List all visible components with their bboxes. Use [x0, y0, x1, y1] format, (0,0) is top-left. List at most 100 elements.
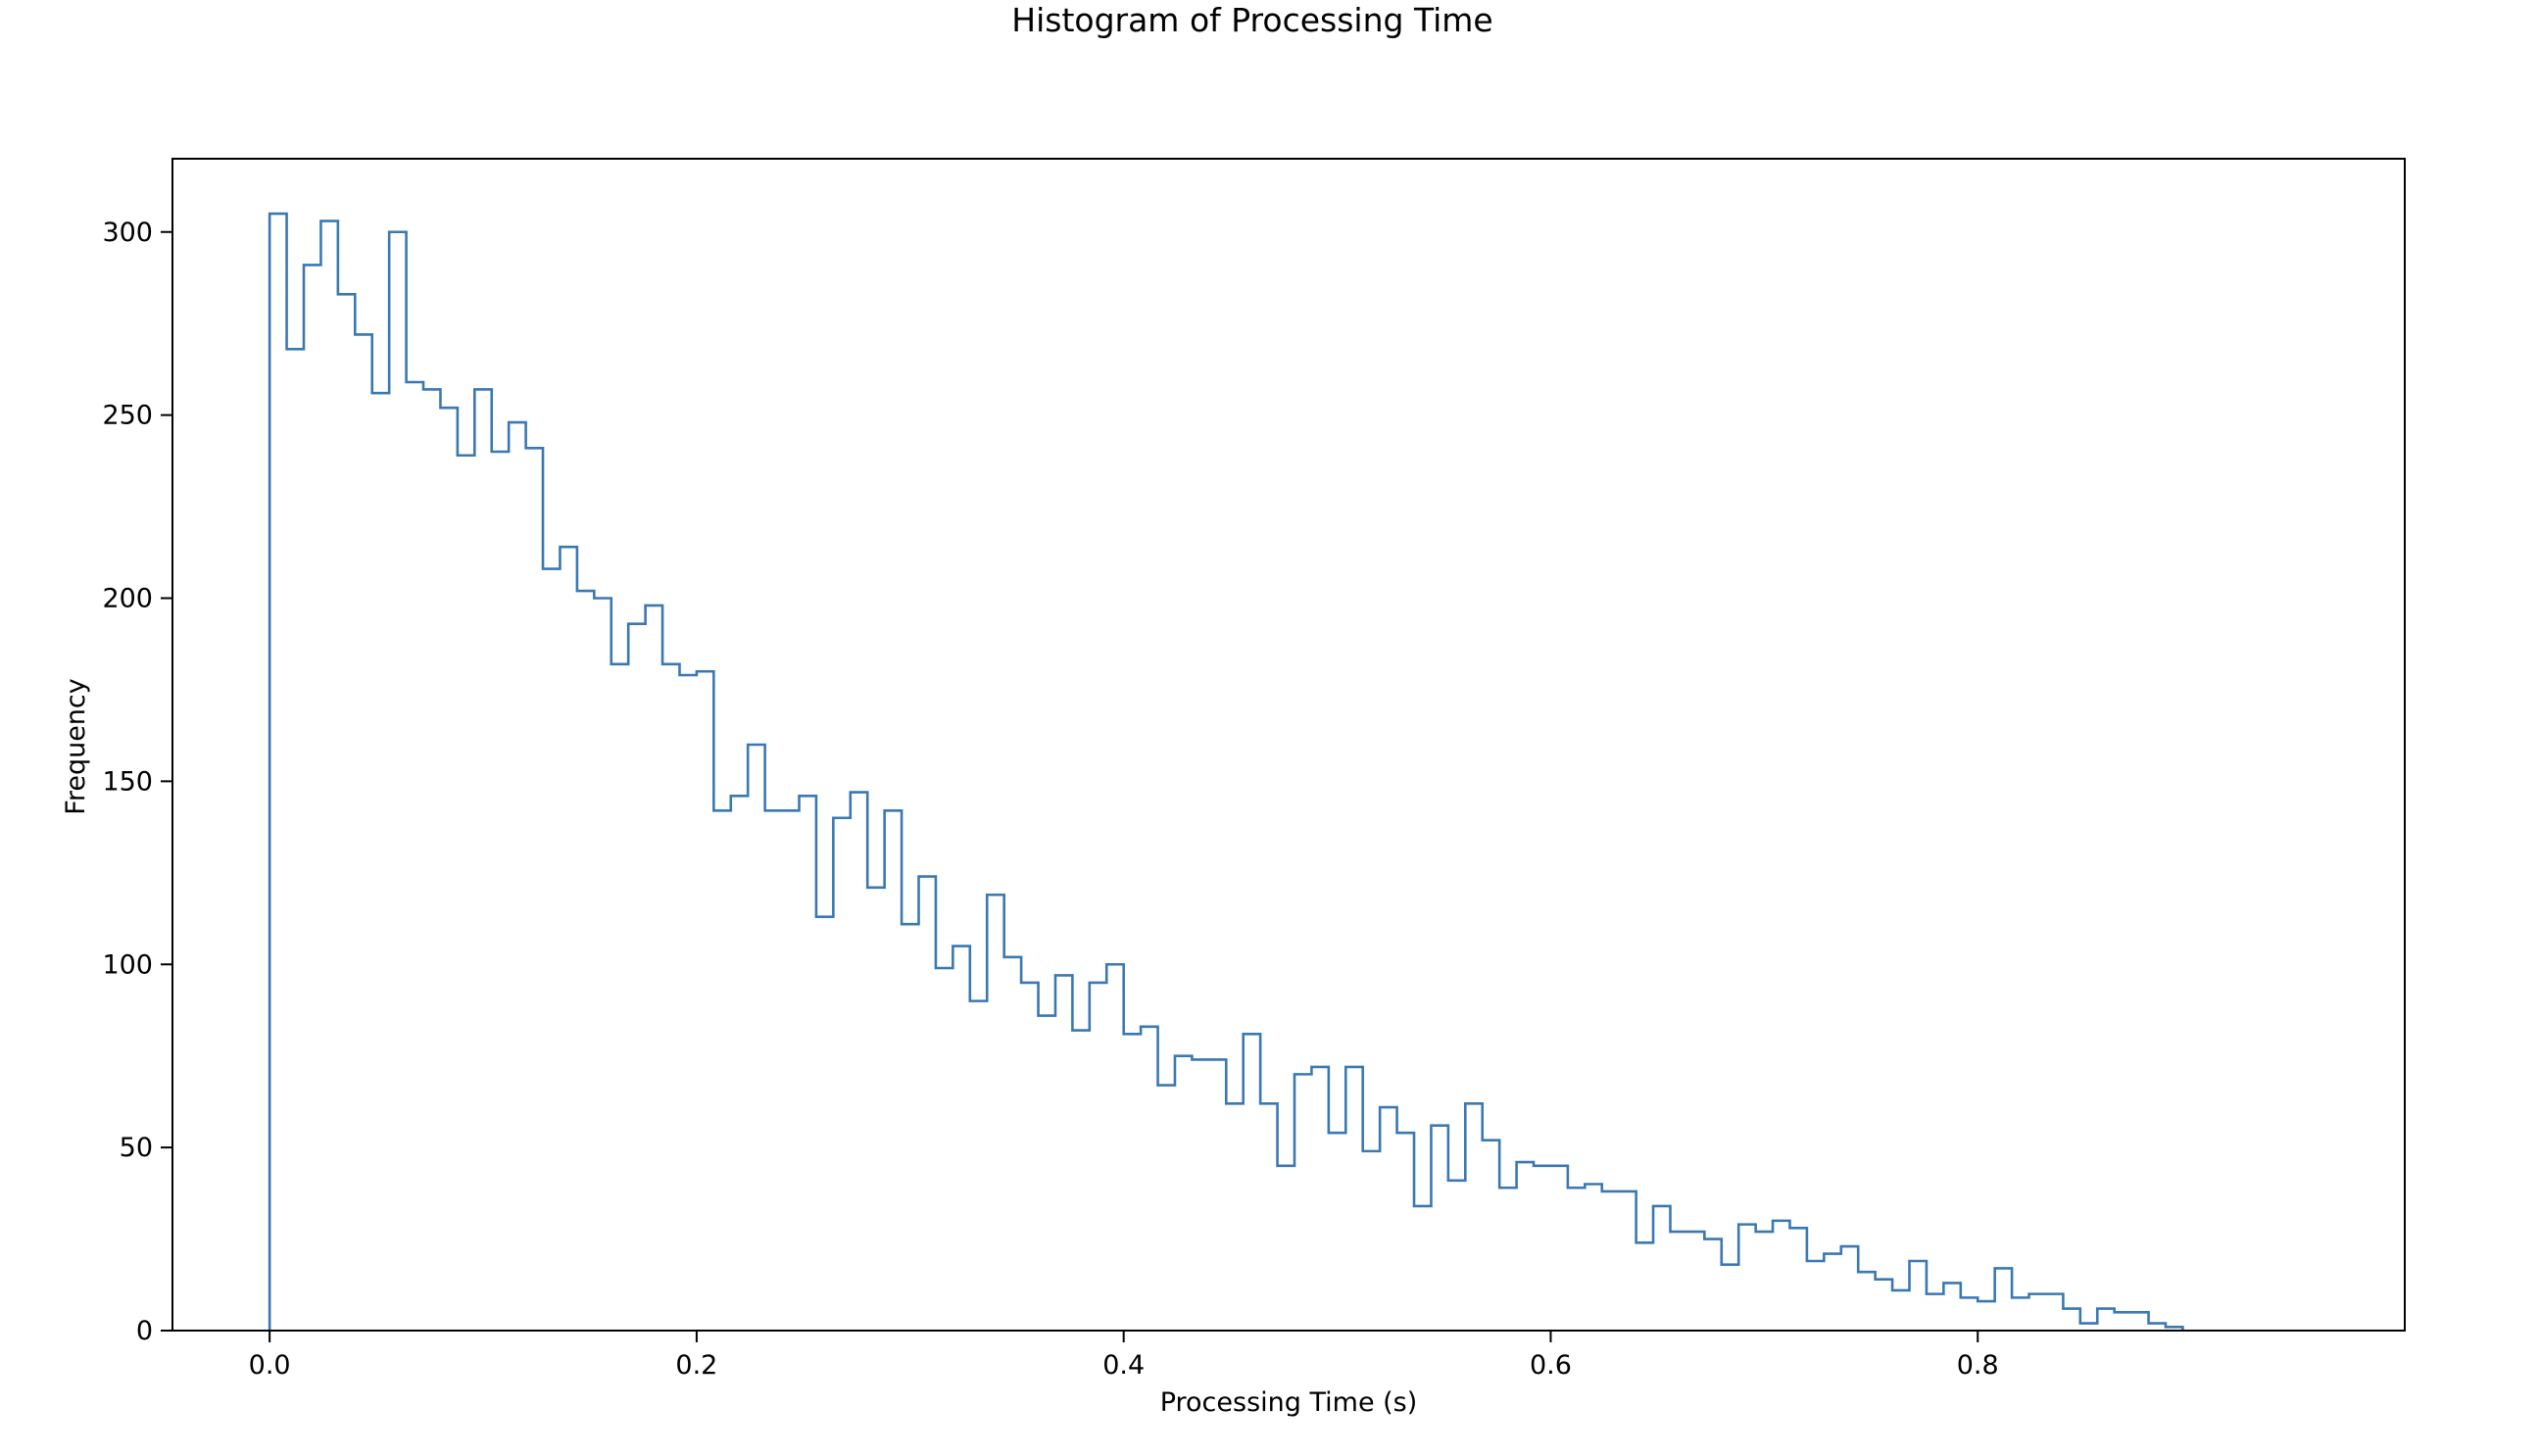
- histogram-bin: [526, 448, 543, 1331]
- histogram-bin: [748, 745, 764, 1331]
- histogram-bin: [1278, 1166, 1294, 1331]
- histogram-bin: [646, 606, 662, 1331]
- histogram-bin: [1431, 1126, 1447, 1331]
- y-tick-label: 200: [102, 584, 153, 614]
- histogram-bin: [1619, 1191, 1636, 1331]
- histogram-bin: [936, 968, 952, 1331]
- histogram-bin: [1636, 1242, 1653, 1331]
- histogram-bin: [628, 624, 645, 1331]
- histogram-bin: [2012, 1297, 2028, 1331]
- histogram-bin: [1943, 1283, 1960, 1331]
- histogram-bin: [1021, 983, 1038, 1331]
- histogram-bin: [1892, 1290, 1909, 1331]
- histogram-bin: [1158, 1086, 1175, 1331]
- histogram-bin: [1807, 1261, 1824, 1331]
- histogram-bin: [1927, 1294, 1943, 1331]
- histogram-bin: [731, 796, 748, 1331]
- histogram-bin: [799, 796, 815, 1331]
- histogram-bin: [611, 664, 628, 1331]
- histogram-bin: [1448, 1181, 1465, 1331]
- histogram-bin: [679, 675, 696, 1331]
- histogram-bin: [1722, 1265, 1738, 1331]
- histogram-bin: [1329, 1133, 1345, 1331]
- histogram-bin: [713, 810, 730, 1331]
- x-tick-label: 0.4: [1102, 1350, 1145, 1381]
- histogram-bin: [970, 1001, 987, 1331]
- x-tick-label: 0.8: [1957, 1350, 1999, 1381]
- histogram-bin: [1978, 1301, 1994, 1331]
- histogram-bin: [560, 547, 576, 1331]
- histogram-bin: [1789, 1228, 1806, 1331]
- histogram-bin: [1670, 1232, 1686, 1331]
- histogram-bin: [304, 265, 320, 1331]
- histogram-bin: [320, 221, 337, 1331]
- histogram-bin: [269, 214, 286, 1331]
- histogram-bin: [2063, 1309, 2079, 1331]
- histogram-step-outline: [268, 212, 2184, 1331]
- histogram-bin: [423, 389, 440, 1331]
- histogram-bin: [440, 408, 457, 1331]
- histogram-bin: [1585, 1185, 1601, 1332]
- y-tick-label: 0: [136, 1316, 153, 1346]
- histogram-bin: [1244, 1034, 1260, 1331]
- histogram-bin: [885, 810, 902, 1331]
- histogram-bin: [2115, 1312, 2131, 1331]
- histogram-bin: [594, 599, 611, 1332]
- histogram-bin: [1550, 1166, 1567, 1331]
- y-axis-label: Frequency: [61, 678, 91, 815]
- y-tick-label: 50: [120, 1133, 153, 1163]
- chart-title: Histogram of Processing Time: [1011, 1, 1492, 39]
- histogram-bin: [1568, 1188, 1585, 1331]
- histogram-bin: [1226, 1103, 1243, 1331]
- histogram-bin: [458, 456, 474, 1331]
- y-tick-label: 150: [102, 766, 153, 797]
- histogram-bin: [2097, 1309, 2114, 1331]
- histogram-bin: [952, 946, 969, 1331]
- histogram-bin: [287, 349, 304, 1331]
- histogram-bin: [697, 671, 713, 1331]
- histogram-bin: [816, 917, 833, 1331]
- histogram-bin: [1483, 1141, 1499, 1331]
- histogram-bin: [662, 664, 679, 1331]
- y-tick-label: 300: [102, 218, 153, 248]
- histogram-bin: [1363, 1151, 1380, 1331]
- histogram-bin: [1397, 1133, 1414, 1331]
- histogram-bin: [1414, 1206, 1431, 1331]
- histogram-bin: [1141, 1027, 1157, 1331]
- histogram-bin: [1175, 1056, 1192, 1331]
- histogram-bin: [2080, 1324, 2097, 1331]
- histogram-bin: [1876, 1280, 1892, 1331]
- histogram-bin: [1380, 1107, 1396, 1331]
- plot-area: [268, 212, 2184, 1332]
- y-axis-ticks: 0 50 100 150 200 250 300: [102, 218, 172, 1346]
- histogram-bin: [1602, 1191, 1619, 1331]
- histogram-bin: [1517, 1162, 1534, 1331]
- histogram-bin: [1534, 1166, 1550, 1331]
- histogram-bin: [372, 393, 389, 1331]
- histogram-bin: [509, 422, 525, 1331]
- histogram-bin: [1841, 1246, 1858, 1331]
- histogram-bin: [1961, 1297, 1978, 1331]
- histogram-bin: [1910, 1261, 1927, 1331]
- histogram-bin: [902, 924, 918, 1331]
- histogram-bin: [2046, 1294, 2063, 1331]
- histogram-bin: [1465, 1103, 1482, 1331]
- histogram-bin: [1345, 1067, 1362, 1331]
- histogram-bin: [407, 382, 423, 1331]
- histogram-bin: [1192, 1059, 1208, 1331]
- histogram-bin: [492, 452, 509, 1331]
- histogram-bin: [2149, 1324, 2166, 1331]
- histogram-bin: [1106, 964, 1123, 1331]
- histogram-bin: [1004, 957, 1021, 1331]
- histogram-bin: [1039, 1016, 1055, 1331]
- histogram-bin: [2131, 1312, 2148, 1331]
- histogram-bin: [338, 294, 355, 1331]
- histogram-bin: [355, 334, 371, 1331]
- histogram-bin: [1055, 975, 1072, 1331]
- histogram-bin: [1995, 1268, 2012, 1331]
- histogram-bin: [1653, 1206, 1670, 1331]
- histogram-bin: [1294, 1074, 1311, 1331]
- histogram-bin: [1072, 1031, 1089, 1331]
- histogram-bin: [1756, 1232, 1773, 1331]
